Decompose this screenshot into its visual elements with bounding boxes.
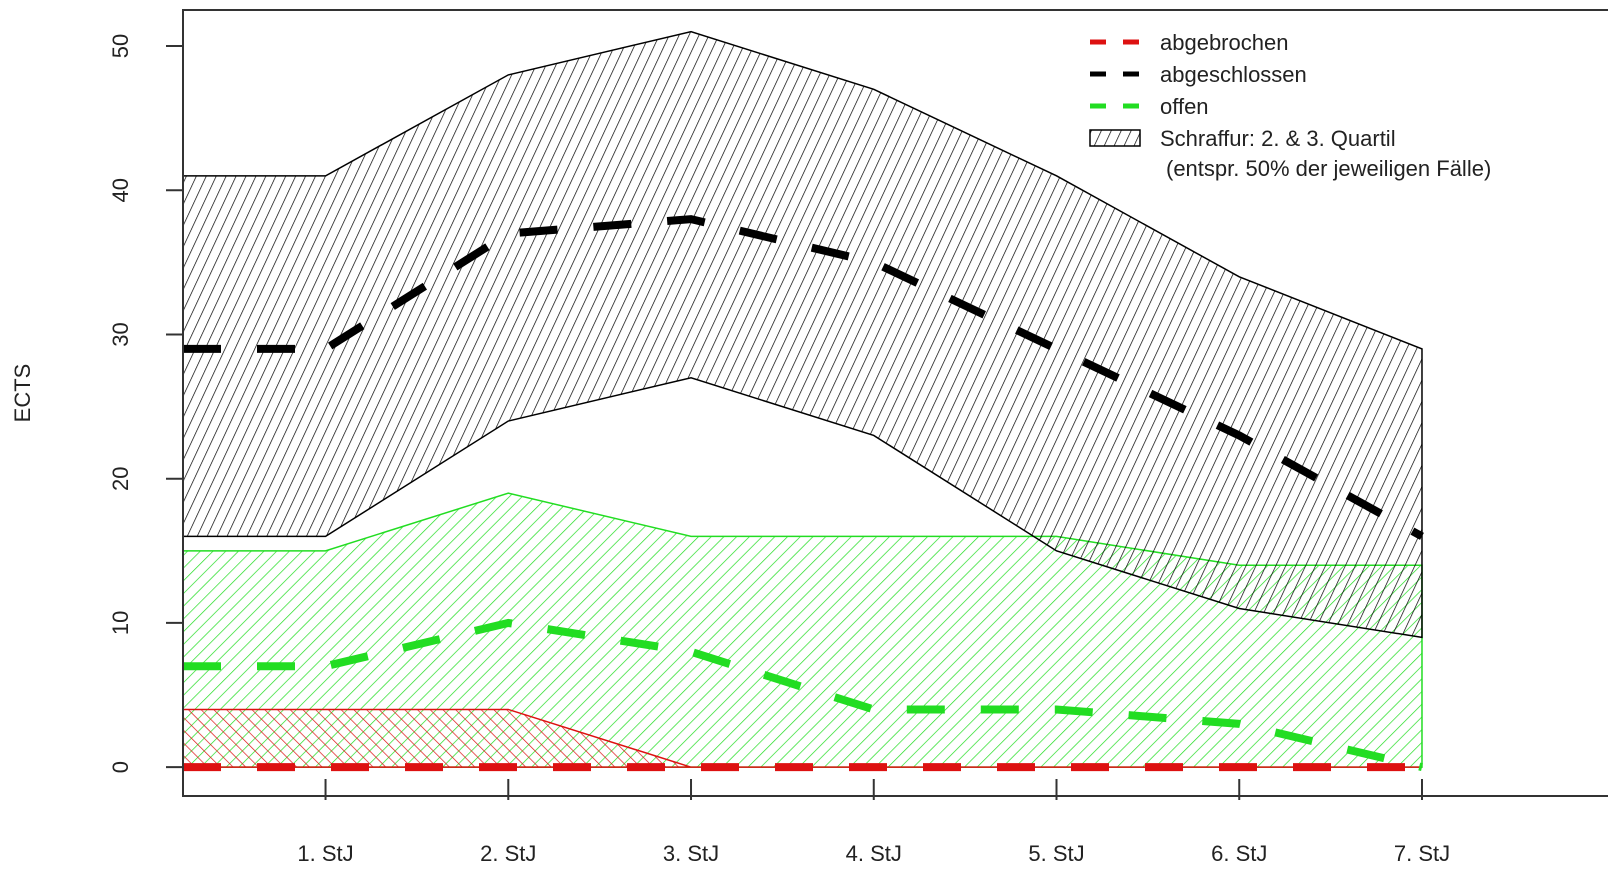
x-tick-label: 2. StJ (480, 841, 536, 866)
x-tick-label: 6. StJ (1211, 841, 1267, 866)
y-tick-label: 30 (108, 322, 133, 346)
median-line-offen (183, 618, 1423, 772)
legend: abgebrochen abgeschlossen offen Schraffur: … (1089, 30, 1491, 181)
y-tick-label: 0 (108, 761, 133, 773)
legend-note: (entspr. 50% der jeweiligen Fälle) (1166, 156, 1491, 181)
y-axis: 0 10 20 30 40 50 (108, 34, 184, 773)
x-tick-label: 5. StJ (1028, 841, 1084, 866)
x-tick-label: 4. StJ (846, 841, 902, 866)
y-axis-title: ECTS (10, 364, 35, 423)
median-lines (183, 215, 1424, 772)
x-axis: 1. StJ 2. StJ 3. StJ 4. StJ 5. StJ 6. StJ 7. S… (297, 779, 1450, 866)
band-abgeschlossen (183, 30, 1423, 639)
x-tick-label: 3. StJ (663, 841, 719, 866)
legend-label-abgebrochen: abgebrochen (1160, 30, 1288, 55)
x-tick-label: 1. StJ (297, 841, 353, 866)
legend-label-offen: offen (1160, 94, 1209, 119)
y-tick-label: 20 (108, 466, 133, 490)
quartile-bands (183, 30, 1423, 768)
y-tick-label: 10 (108, 611, 133, 635)
legend-label-schraffur-2-3-quartil: Schraffur: 2. & 3. Quartil (1160, 126, 1396, 151)
x-tick-label: 7. StJ (1394, 841, 1450, 866)
y-tick-label: 40 (108, 178, 133, 202)
legend-label-abgeschlossen: abgeschlossen (1160, 62, 1307, 87)
y-tick-label: 50 (108, 34, 133, 58)
median-line-abgeschlossen (183, 215, 1424, 540)
legend-swatch-hatch (1089, 129, 1141, 147)
